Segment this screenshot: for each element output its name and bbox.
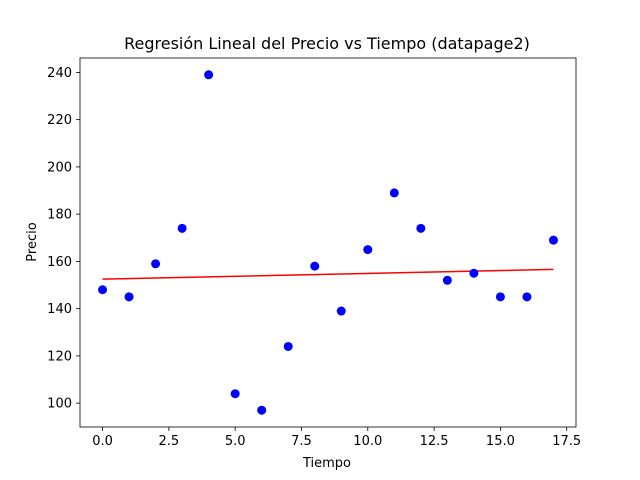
data-point bbox=[283, 341, 293, 351]
data-point bbox=[204, 70, 214, 80]
y-tick-label: 160 bbox=[47, 255, 72, 270]
data-point bbox=[336, 306, 346, 316]
y-tick-label: 220 bbox=[47, 113, 72, 128]
x-tick-label: 7.5 bbox=[291, 434, 312, 449]
data-point bbox=[548, 235, 558, 245]
data-point bbox=[363, 245, 373, 255]
data-point bbox=[151, 259, 161, 269]
axes-frame bbox=[79, 57, 577, 428]
data-point bbox=[177, 223, 187, 233]
data-point bbox=[389, 188, 399, 198]
data-point bbox=[98, 285, 108, 295]
data-point bbox=[522, 292, 532, 302]
data-point bbox=[416, 223, 426, 233]
data-point bbox=[310, 261, 320, 271]
x-tick-label: 17.5 bbox=[552, 434, 581, 449]
regression-line bbox=[102, 268, 554, 280]
data-point bbox=[495, 292, 505, 302]
y-tick-label: 240 bbox=[47, 66, 72, 81]
x-axis-label: Tiempo bbox=[302, 456, 351, 471]
y-tick-label: 200 bbox=[47, 160, 72, 175]
y-tick-label: 180 bbox=[47, 208, 72, 223]
y-tick-label: 140 bbox=[47, 302, 72, 317]
chart-title: Regresión Lineal del Precio vs Tiempo (d… bbox=[124, 34, 530, 53]
data-point bbox=[230, 389, 240, 399]
y-tick-label: 100 bbox=[47, 397, 72, 412]
x-tick-label: 5.0 bbox=[225, 434, 246, 449]
x-tick-label: 0.0 bbox=[92, 434, 113, 449]
data-point bbox=[469, 268, 479, 278]
data-point bbox=[124, 292, 134, 302]
x-tick-label: 10.0 bbox=[353, 434, 382, 449]
y-axis-label: Precio bbox=[25, 222, 40, 261]
data-point bbox=[442, 275, 452, 285]
plot-area: 0.0 2.5 5.0 7.5 10.0 12.5 15.0 17.5 100 120 140 160… bbox=[47, 57, 581, 449]
x-tick-label: 12.5 bbox=[420, 434, 449, 449]
data-point bbox=[257, 405, 267, 415]
y-tick-label: 120 bbox=[47, 349, 72, 364]
x-tick-label: 15.0 bbox=[486, 434, 515, 449]
x-tick-label: 2.5 bbox=[159, 434, 180, 449]
